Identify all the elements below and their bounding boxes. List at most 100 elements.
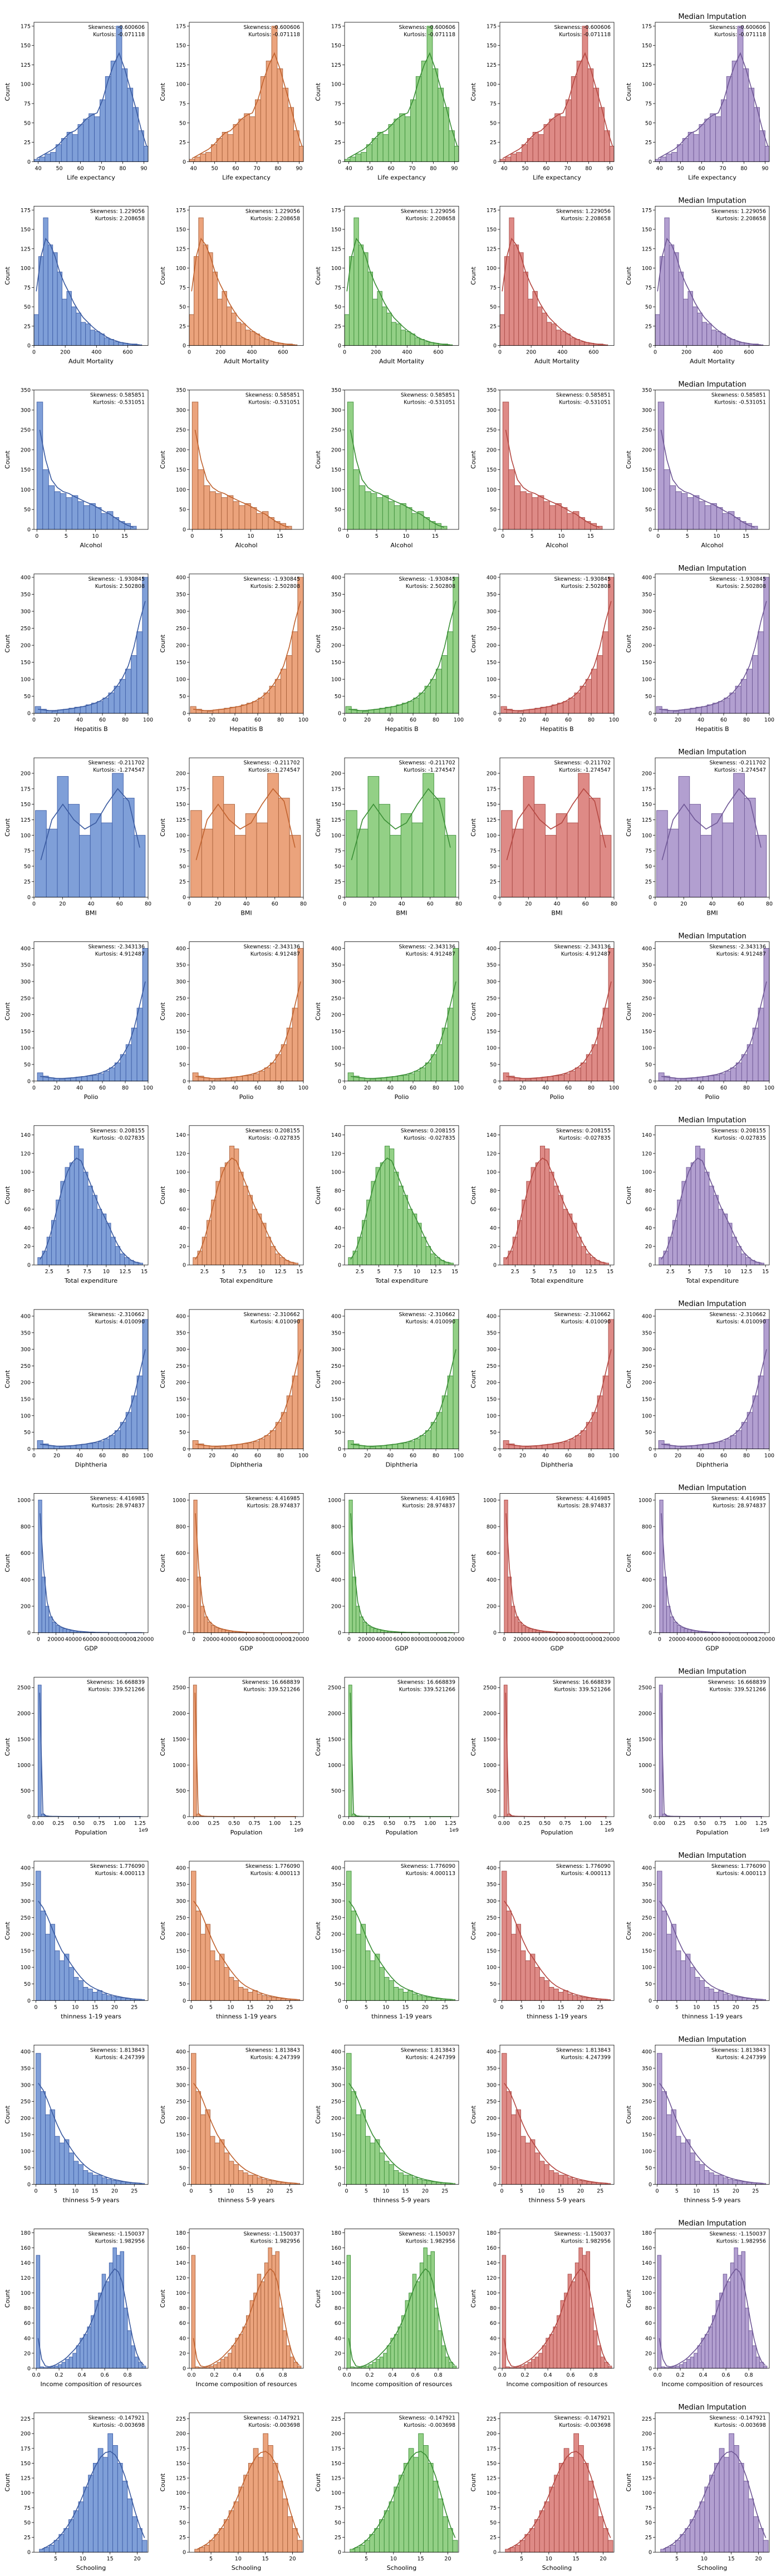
x-tick-label: 80000 (566, 1637, 583, 1643)
y-tick-label: 200 (176, 1932, 186, 1938)
histogram-bar (398, 2172, 404, 2185)
x-tick-label: 60 (77, 165, 83, 171)
histogram-bar (384, 2510, 390, 2553)
histogram-bar (597, 2345, 601, 2369)
x-tick-label: 60 (254, 1453, 261, 1459)
histogram-bar (664, 217, 670, 346)
axes-frame (499, 205, 615, 346)
histogram-bar (242, 1075, 249, 1082)
histogram-bar (297, 1319, 304, 1449)
histogram-bar (709, 2172, 714, 2185)
histogram-bar (114, 1062, 121, 1082)
x-tick-label: 0.25 (518, 1821, 530, 1827)
x-axis-label: thinness 5-9 years (374, 2197, 430, 2204)
y-tick-label: 800 (331, 1524, 341, 1530)
skewness-annotation: Skewness: 0.585851 (401, 392, 455, 399)
histogram-bar (71, 306, 77, 346)
histogram-bar (266, 1996, 272, 2001)
skewness-annotation: Skewness: 0.585851 (245, 392, 300, 399)
histogram-bar (704, 2486, 710, 2553)
y-tick-label: 160 (21, 2245, 31, 2251)
x-axis-label: Schooling (698, 2564, 728, 2572)
y-tick-label: 250 (176, 2099, 186, 2105)
histogram-bar (425, 1246, 431, 1265)
histogram-bar (215, 493, 222, 530)
x-tick-label: 70 (98, 165, 105, 171)
y-tick-label: 300 (176, 609, 186, 615)
kurtosis-annotation: Kurtosis: 4.247399 (250, 2054, 300, 2060)
histogram-bar (549, 1171, 554, 1265)
y-axis-label: Count (315, 450, 322, 469)
panel-title: Median Imputation (678, 1116, 746, 1125)
histogram-bar (704, 505, 711, 530)
histogram-bar (686, 1167, 691, 1265)
histogram-bar (204, 2544, 210, 2553)
histogram-bar (50, 1924, 55, 2001)
y-tick-label: 150 (331, 2461, 341, 2467)
histogram-bar (389, 2501, 395, 2553)
histogram-bar (379, 2152, 385, 2185)
x-tick-label: 80 (122, 1453, 129, 1459)
y-tick-label: 100 (331, 1046, 341, 1052)
y-tick-label: 75 (645, 848, 652, 855)
skewness-annotation: Skewness: 4.416985 (90, 1495, 145, 1502)
x-tick-label: 1.00 (424, 1821, 436, 1827)
histogram-bar (237, 1076, 243, 1082)
y-tick-label: 50 (490, 1981, 497, 1988)
y-tick-label: 75 (179, 285, 186, 291)
histogram-bar (259, 1439, 265, 1449)
x-tick-label: 40 (542, 1085, 549, 1091)
panel-title: Median Imputation (678, 2403, 746, 2412)
y-tick-label: 200 (21, 2431, 31, 2437)
histogram-bar (189, 314, 194, 346)
y-tick-label: 350 (487, 963, 497, 969)
y-tick-label: 250 (331, 1363, 341, 1370)
y-tick-label: 50 (335, 1430, 341, 1436)
histogram-bar (277, 68, 283, 162)
y-tick-label: 175 (21, 786, 31, 792)
histogram-bar (266, 61, 272, 162)
y-axis-label: Count (470, 818, 477, 836)
histogram-bar (676, 1950, 681, 2001)
kde-line (193, 601, 301, 712)
x-tick-label: 20 (675, 1085, 681, 1091)
y-tick-label: 200 (331, 1380, 341, 1386)
histogram-bar (448, 1263, 454, 1265)
histogram-bar (694, 2353, 698, 2369)
histogram-bar (713, 703, 719, 714)
histogram-bar (194, 156, 201, 162)
histogram-bar (523, 776, 535, 897)
histogram-bar (370, 2142, 375, 2185)
x-tick-label: 60 (232, 165, 239, 171)
histogram-bar (36, 401, 43, 530)
y-tick-label: 50 (490, 2520, 497, 2526)
histogram-bar (292, 631, 298, 714)
histogram-bar (518, 711, 524, 714)
histogram-bar (655, 159, 661, 162)
histogram-bar (709, 1988, 714, 2001)
y-tick-label: 400 (21, 1865, 31, 1871)
y-tick-label: 75 (335, 101, 341, 107)
x-tick-label: 20 (519, 1453, 526, 1459)
y-tick-label: 160 (487, 2245, 497, 2251)
y-axis-label: Count (470, 1370, 477, 1388)
y-tick-label: 150 (176, 802, 186, 808)
y-tick-label: 60 (335, 1206, 341, 1213)
y-tick-label: 300 (176, 2082, 186, 2088)
panel-title: Median Imputation (678, 748, 746, 757)
x-axis-label: Hepatitis B (695, 725, 729, 733)
axes-frame (189, 573, 304, 714)
x-tick-label: 80 (743, 1085, 750, 1091)
histogram-bar (216, 138, 223, 162)
axes-frame (655, 22, 770, 162)
y-axis-label: Count (315, 1738, 322, 1756)
y-axis-label: Count (470, 1002, 477, 1020)
histogram-bar (116, 1996, 121, 2001)
histogram-bar (441, 655, 448, 714)
y-tick-label: 300 (21, 1898, 31, 1905)
histogram-bar (734, 2247, 738, 2369)
x-tick-label: 100000 (426, 1637, 446, 1643)
kurtosis-annotation: Kurtosis: 4.247399 (95, 2054, 145, 2060)
histogram-bar (197, 1577, 201, 1633)
